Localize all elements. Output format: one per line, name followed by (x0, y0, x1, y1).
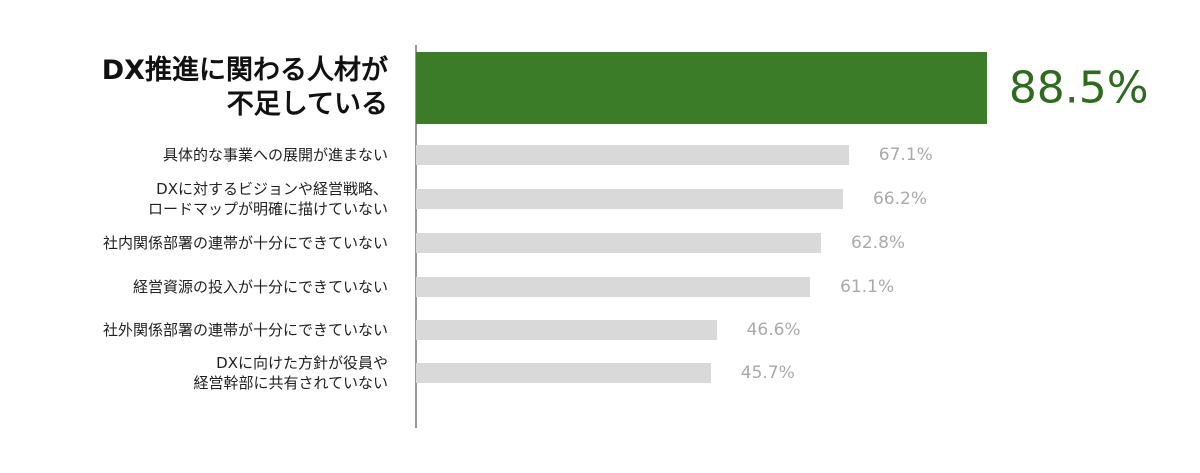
value-label: 88.5% (1008, 62, 1149, 114)
category-label: 経営資源の投入が十分にできていない (132, 278, 388, 296)
bar (416, 233, 822, 253)
value-label: 45.7% (740, 363, 795, 383)
value-label: 67.1% (878, 145, 933, 165)
value-label: 46.6% (746, 320, 801, 340)
bar (416, 145, 849, 165)
category-label: DXに対するビジョンや経営戦略、 ロードマップが明確に描けていない (147, 180, 388, 218)
category-label: 具体的な事業への展開が進まない (162, 146, 388, 164)
category-label: DXに向けた方針が役員や 経営幹部に共有されていない (193, 354, 388, 392)
category-label: 社外関係部署の連帯が十分にできていない (102, 321, 388, 339)
category-label: 社内関係部署の連帯が十分にできていない (102, 234, 388, 252)
value-label: 62.8% (851, 233, 906, 253)
bar (416, 320, 717, 340)
bar (416, 189, 843, 209)
bar (416, 363, 711, 383)
category-label: DX推進に関わる人材が 不足している (101, 55, 388, 120)
value-label: 61.1% (840, 277, 895, 297)
value-label: 66.2% (872, 189, 927, 209)
bar (416, 277, 811, 297)
bar (416, 52, 987, 124)
